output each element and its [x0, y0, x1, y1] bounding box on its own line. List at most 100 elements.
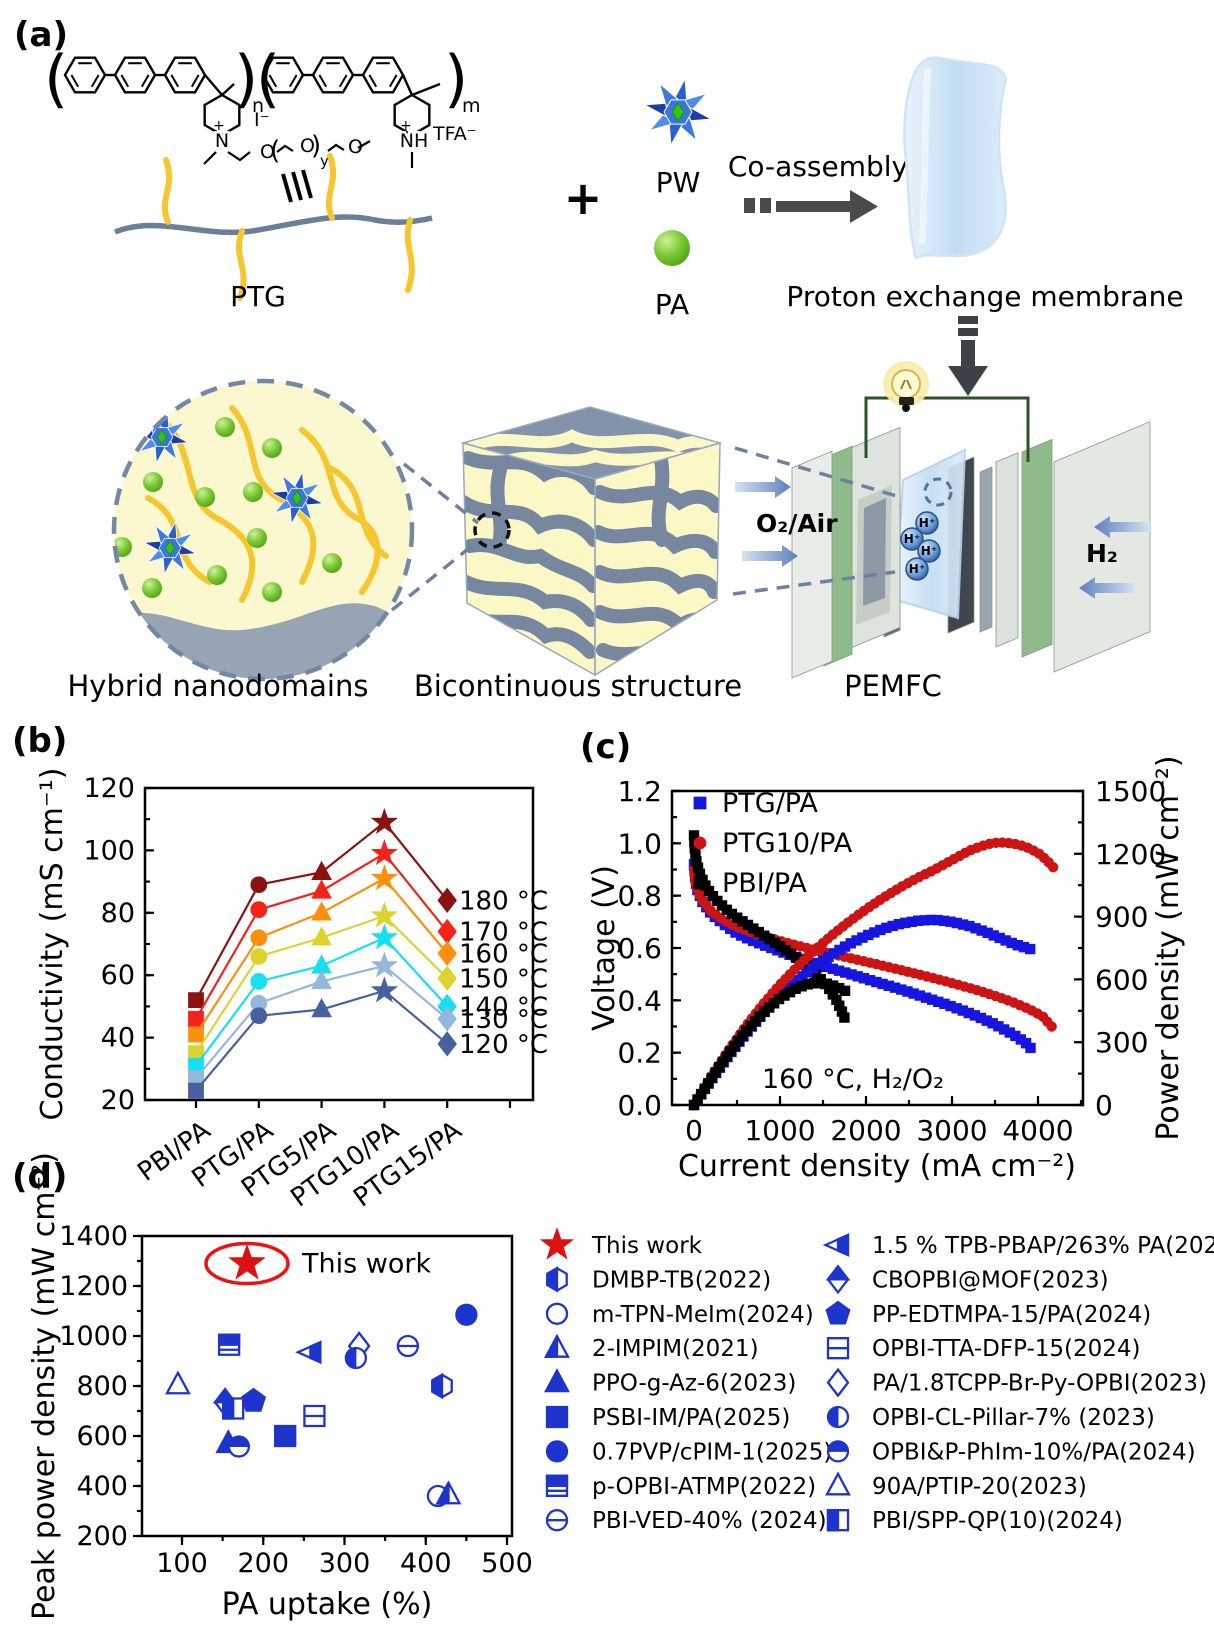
cell-plate	[995, 452, 1019, 648]
bracket-icon: (	[256, 42, 280, 115]
polygon	[1025, 1042, 1036, 1054]
tick-label: 1400	[59, 1221, 128, 1252]
polygon	[544, 1368, 570, 1393]
marker-diamond	[437, 887, 457, 913]
legend-label: 1.5 % TPB-PBAP/263% PA(2024)	[872, 1233, 1214, 1259]
line	[190, 74, 200, 88]
marker-triangle	[311, 879, 332, 899]
pw-cluster-icon	[643, 77, 713, 147]
o2-air-label: O₂/Air	[756, 509, 838, 538]
legend-label: PBI/PA	[722, 868, 807, 899]
tick-label: 40	[101, 1023, 135, 1054]
cell-plate	[1021, 438, 1053, 658]
polygon	[825, 1471, 851, 1496]
tick-label: 4000	[1002, 1114, 1073, 1147]
panel-b-conductivity-chart: (b) Conductivity (mS cm⁻¹) 20 40 60 80 100 12…	[12, 721, 548, 1213]
legend-label: PP-EDTMPA-15/PA(2024)	[872, 1302, 1151, 1328]
path	[325, 153, 337, 221]
path	[203, 151, 217, 165]
legend-label: CBOPBI@MOF(2023)	[872, 1267, 1109, 1293]
pemfc-label: PEMFC	[844, 669, 942, 703]
marker-square	[545, 1474, 569, 1497]
nh-group: NH	[400, 130, 429, 152]
y-axis-title: Conductivity (mS cm⁻¹)	[35, 768, 70, 1121]
proton-label: H⁺	[909, 562, 925, 576]
circle	[902, 404, 910, 412]
line	[401, 74, 414, 96]
polymer-strands	[145, 405, 389, 603]
tick-label: 800	[76, 1371, 128, 1402]
marker-square	[222, 1397, 245, 1420]
marker-circle	[545, 1440, 569, 1463]
marker-square	[1024, 943, 1036, 955]
tick-label: 0.2	[617, 1037, 662, 1070]
marker-hexagon	[431, 1372, 453, 1400]
polymer-structure	[63, 56, 441, 137]
marker-circle	[250, 876, 268, 894]
rect	[961, 340, 975, 367]
legend-label: This work	[591, 1233, 703, 1259]
y-axis-title-left: Voltage (V)	[587, 865, 622, 1031]
series-label: 160 °C	[459, 939, 548, 969]
pw-cluster-icon	[142, 520, 198, 576]
polygon	[309, 1340, 322, 1364]
marker-circle	[693, 836, 707, 850]
line	[318, 74, 328, 88]
panel-d-comparison-chart: (d) Peak power density (mW cm⁻²) PA upta…	[12, 1152, 1214, 1622]
zoom-connector-lines	[732, 446, 901, 596]
highlight-annotation: This work	[301, 1249, 431, 1280]
line	[70, 74, 80, 88]
charge-plus: +	[213, 118, 225, 134]
path	[595, 485, 720, 513]
tick-label: 1500	[1095, 775, 1166, 808]
tick-label: 400	[400, 1548, 452, 1579]
legend-label: PPO-g-Az-6(2023)	[592, 1371, 796, 1397]
path	[357, 140, 371, 149]
x-axis-title: PA uptake (%)	[222, 1587, 433, 1622]
polygon	[437, 940, 457, 967]
polygon	[188, 1082, 204, 1099]
polygon	[311, 879, 332, 899]
proton-label: H⁺	[904, 532, 920, 546]
path	[1094, 516, 1150, 538]
path	[236, 228, 247, 301]
legend-label: p-OPBI-ATMP(2022)	[592, 1474, 816, 1500]
marker-square	[217, 1333, 241, 1356]
iodide-counterion: I⁻	[254, 109, 270, 131]
tick-label: 0.0	[617, 1089, 662, 1122]
panel-a-label: (a)	[14, 15, 68, 55]
marker-square	[839, 1012, 850, 1023]
path	[463, 575, 595, 627]
tick-label: 200	[237, 1548, 289, 1579]
polygon	[850, 190, 878, 223]
membrane-label: Proton exchange membrane	[786, 280, 1183, 313]
pa-spheres	[114, 417, 342, 602]
rect	[958, 328, 978, 336]
marker-triangle	[311, 969, 332, 990]
rect	[958, 316, 978, 324]
polygon	[370, 901, 399, 928]
marker-triangle	[435, 1480, 462, 1505]
y-axis-title: Peak power density (mW cm⁻²)	[27, 1152, 62, 1620]
tick-label: 1200	[59, 1271, 128, 1302]
tick-label: 60	[101, 960, 135, 991]
rect	[776, 201, 850, 212]
down-arrow-icon	[948, 316, 988, 396]
proton-label: H⁺	[921, 544, 937, 558]
pa-sphere-icon	[142, 578, 162, 598]
legend-label: 90A/PTIP-20(2023)	[872, 1474, 1087, 1500]
legend-label: PBI-VED-40% (2024)	[592, 1508, 827, 1534]
polygon	[826, 1509, 840, 1532]
tick-label: 1000	[744, 1114, 815, 1147]
path	[651, 448, 670, 547]
tick-label: 20	[101, 1085, 135, 1116]
zoom-region-icon	[473, 511, 511, 549]
polygon	[836, 1233, 850, 1257]
zoom-region-icon	[923, 477, 953, 507]
pw-cluster-icon	[269, 470, 325, 526]
series-label: 140 °C	[459, 992, 548, 1022]
tick-label: 0.6	[617, 932, 662, 965]
polygon	[544, 1335, 559, 1358]
n-plus-atom: N	[215, 130, 229, 152]
series-label: 150 °C	[459, 964, 548, 994]
